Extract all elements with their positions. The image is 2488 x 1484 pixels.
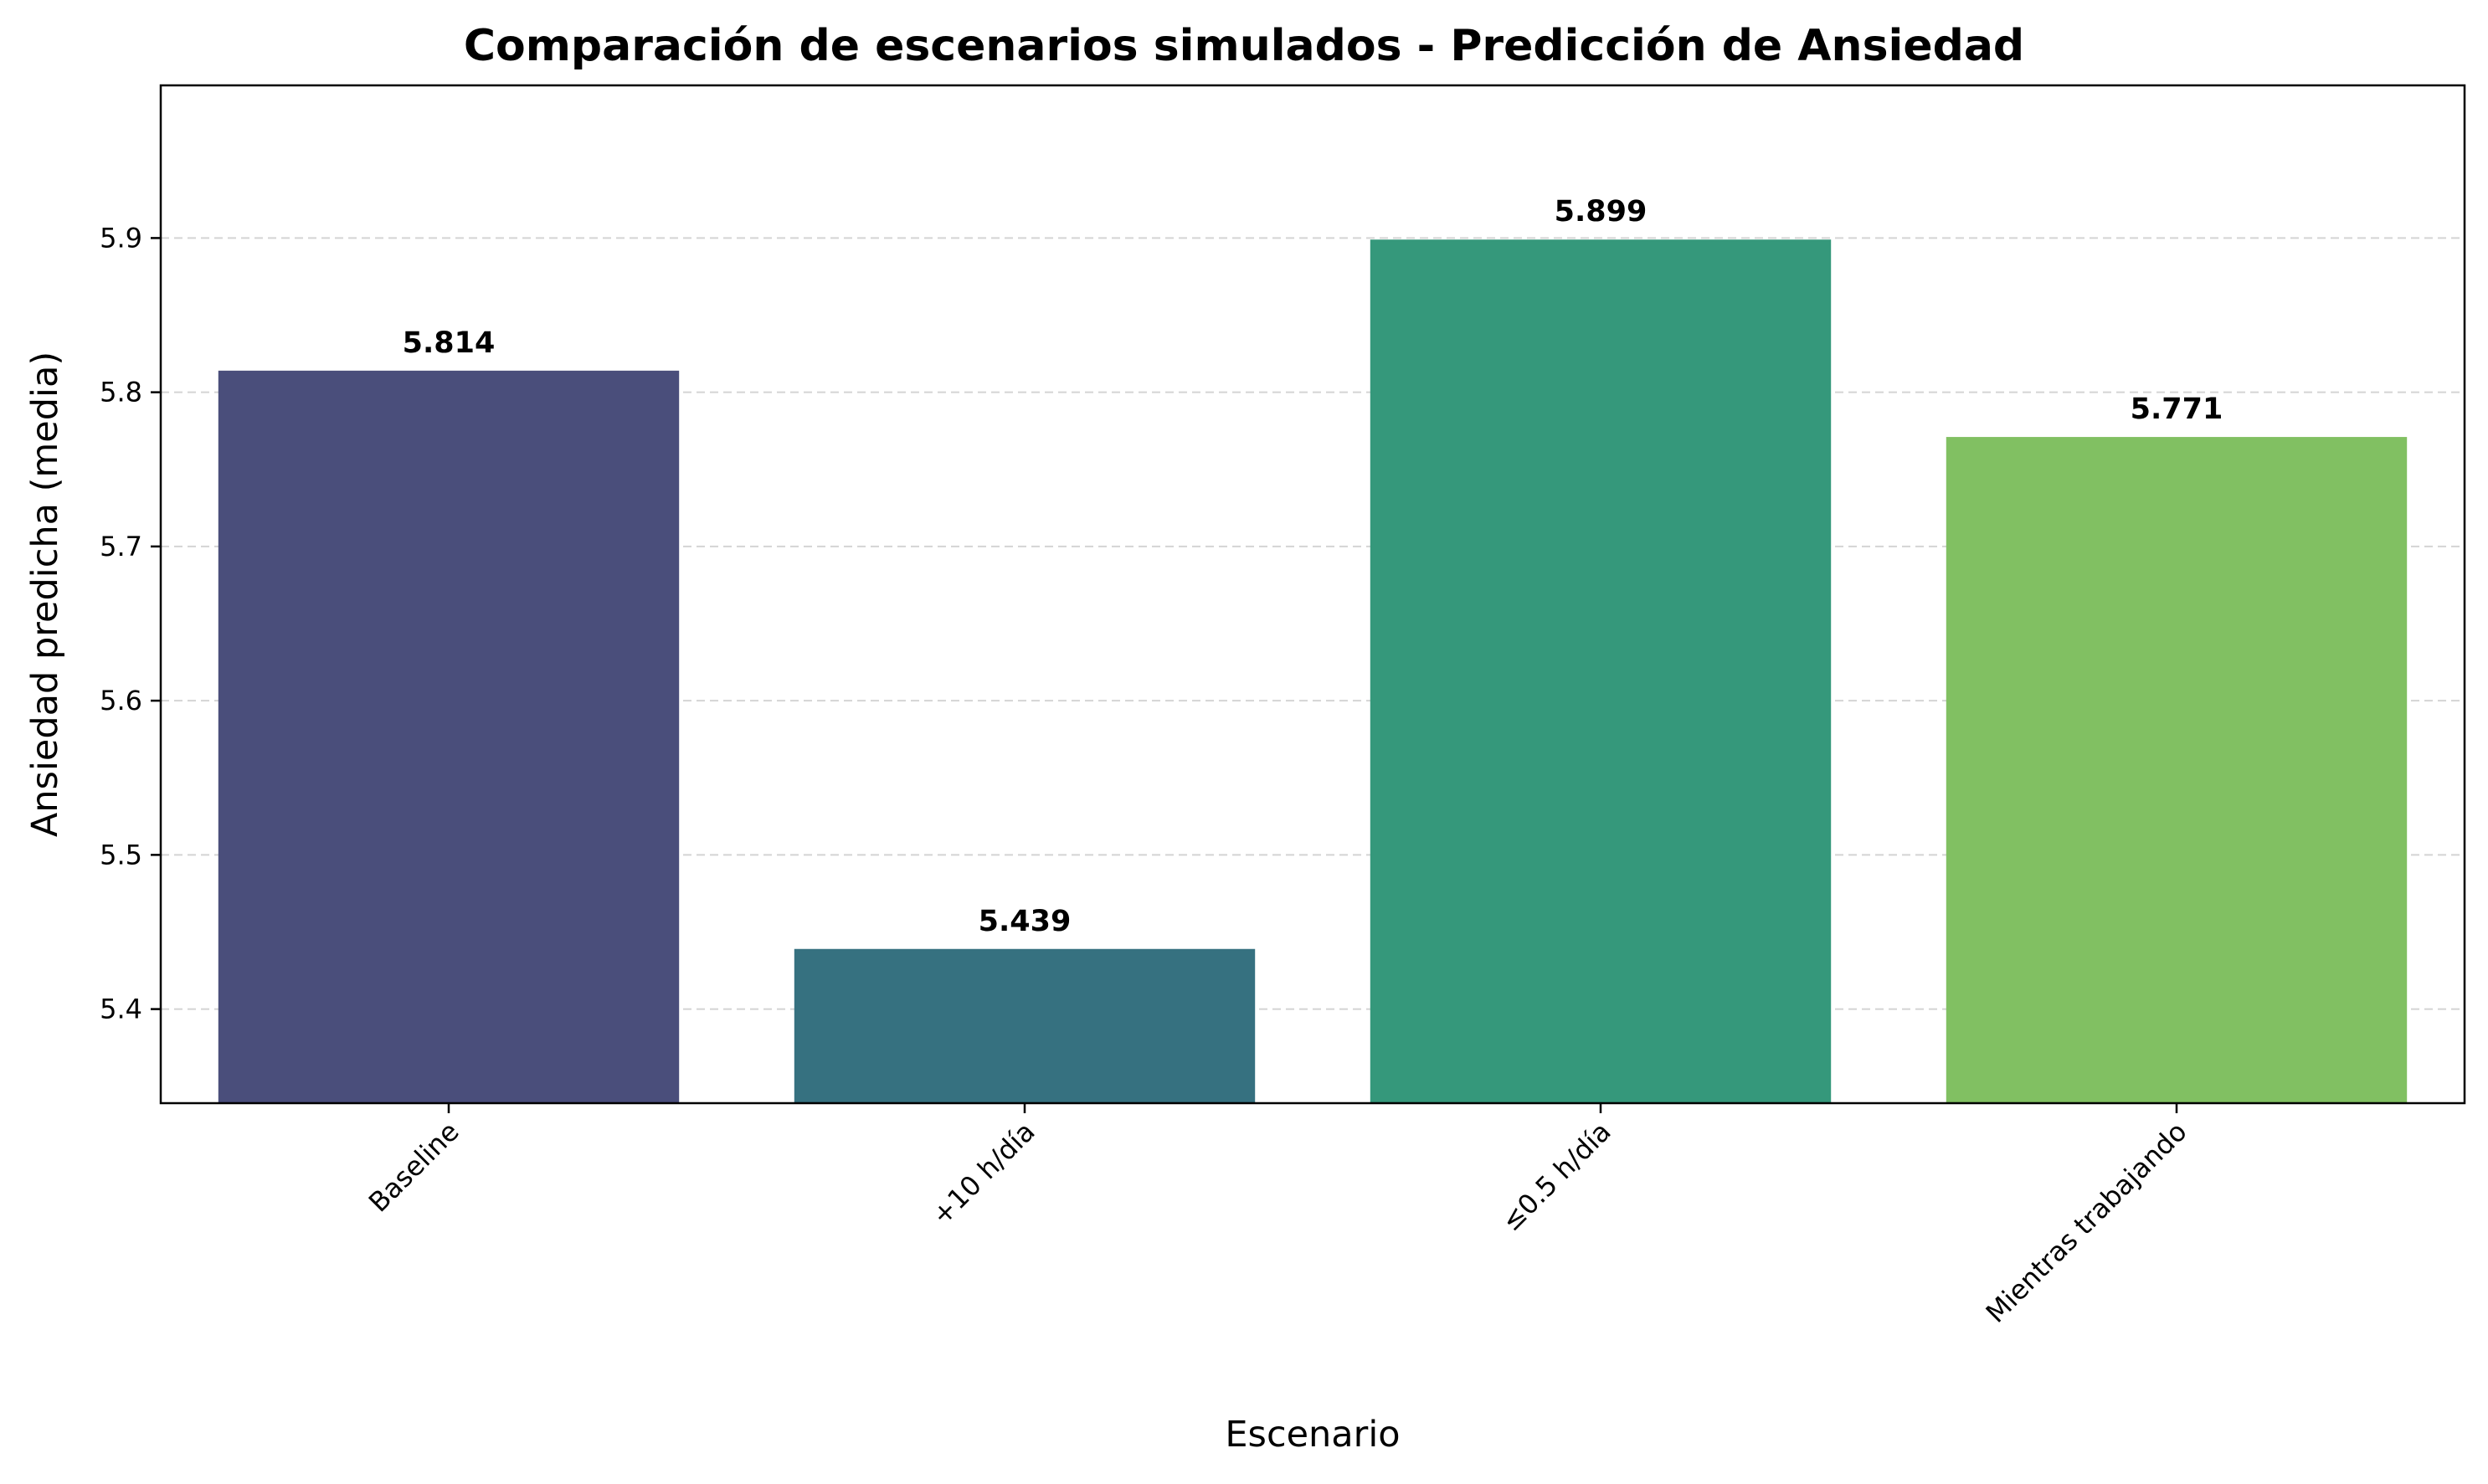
bar-value-label: 5.899 [1555,195,1648,229]
bar-value-label: 5.439 [979,905,1072,938]
bar-value-labels: 5.814 5.439 5.899 5.771 [403,195,2223,938]
y-tick-label: 5.8 [100,377,142,408]
plot-area-frame [159,84,2466,1105]
y-tick-label: 5.9 [100,222,142,254]
y-tick-label: 5.6 [100,685,142,716]
y-axis-ticks: 5.4 5.5 5.6 5.7 5.8 5.9 [100,222,161,1025]
bar [1370,239,1832,1103]
y-axis-label: Ansiedad predicha (media) [24,352,66,837]
x-axis-label: Escenario [1225,1414,1400,1456]
bar-value-label: 5.814 [403,326,496,360]
bars [218,239,2408,1103]
chart-title: Comparación de escenarios simulados - Pr… [464,21,2024,71]
bar [218,370,680,1103]
y-tick-label: 5.4 [100,994,142,1025]
bar [794,948,1256,1103]
bar [1946,437,2408,1103]
y-tick-label: 5.7 [100,531,142,562]
y-tick-label: 5.5 [100,839,142,870]
bar-value-label: 5.771 [2131,393,2223,426]
